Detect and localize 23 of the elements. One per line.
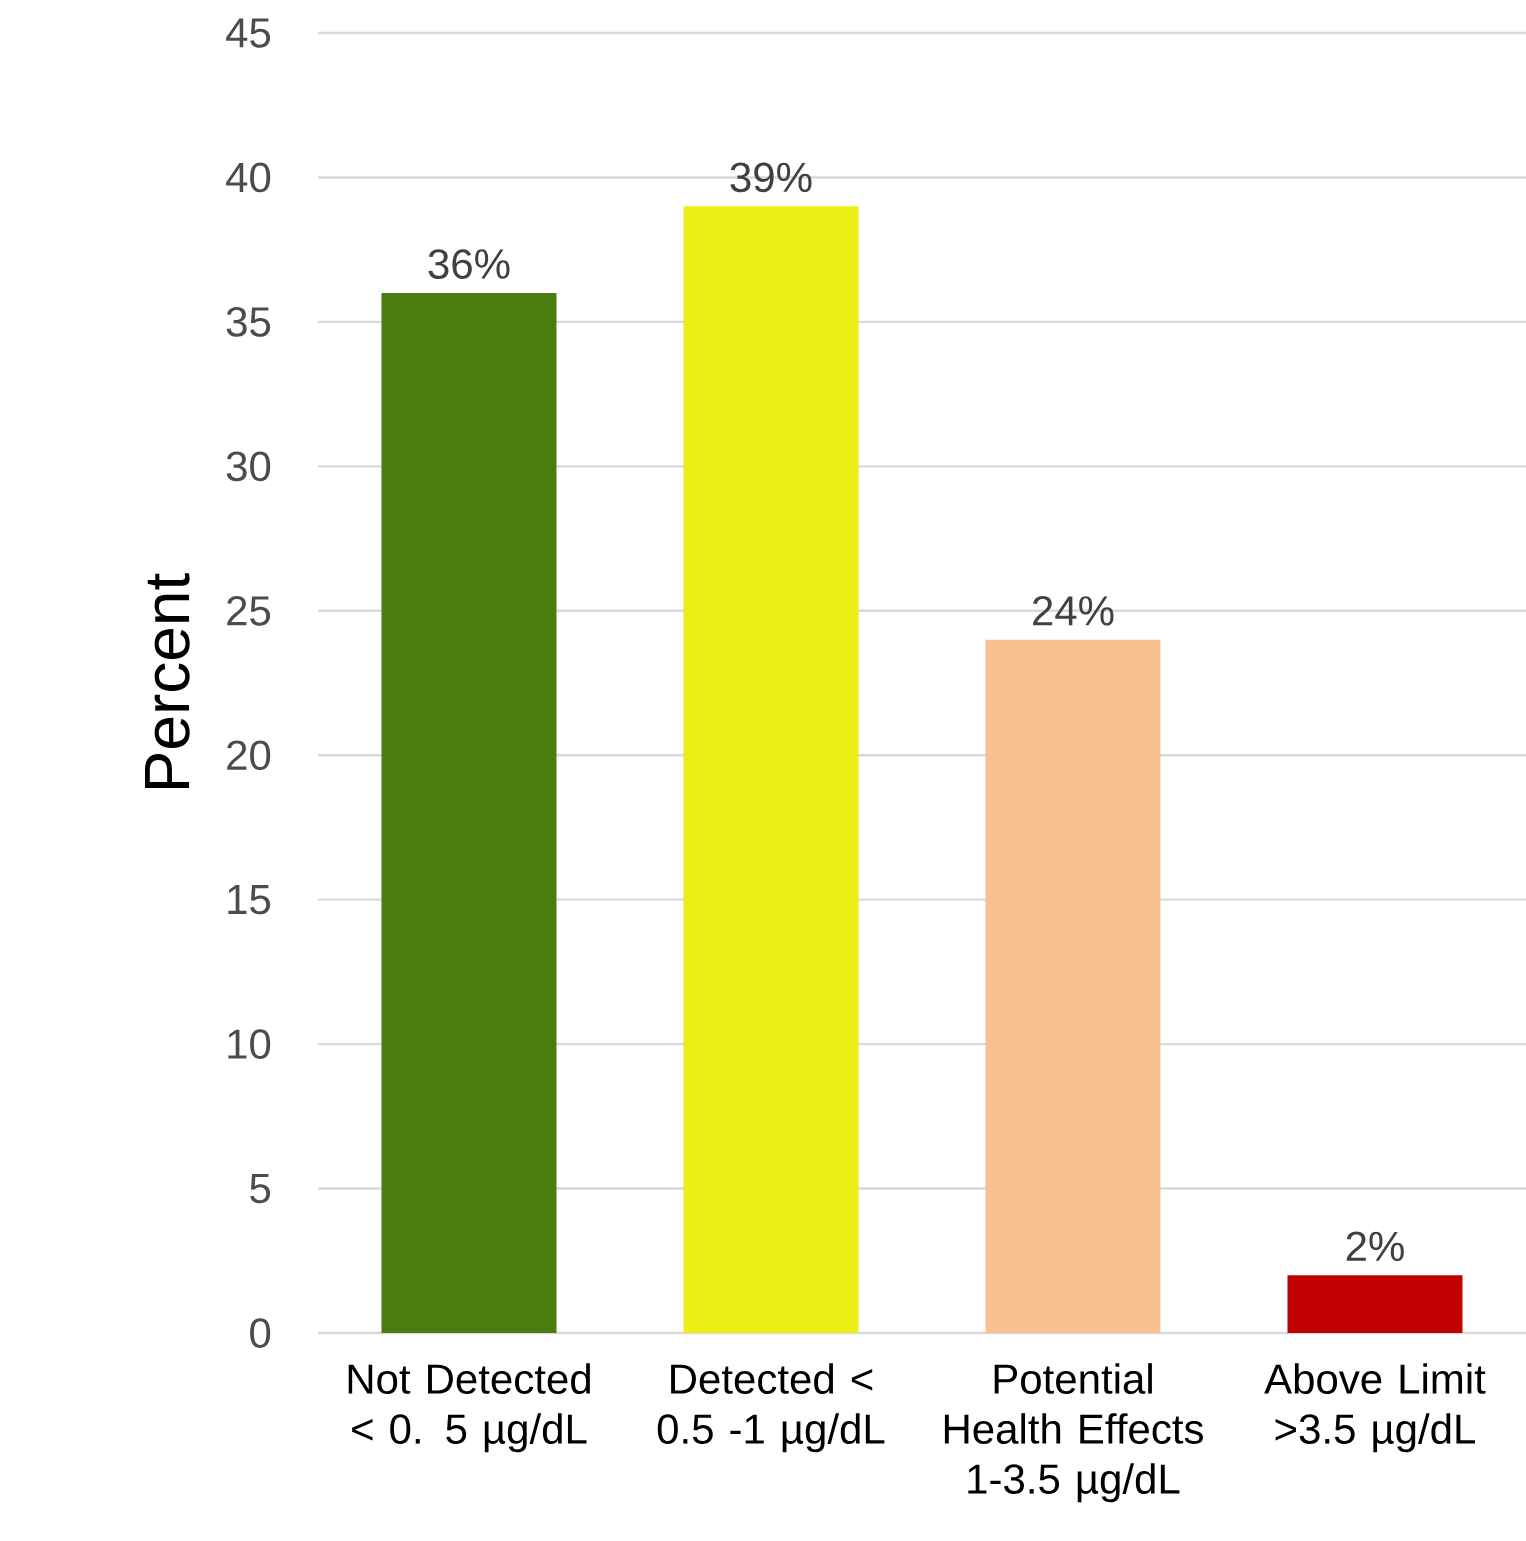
- bar: [1287, 1275, 1463, 1333]
- bar: [381, 293, 557, 1333]
- y-tick-label: 0: [250, 1318, 271, 1348]
- y-tick-label: 45: [226, 18, 271, 48]
- data-label: 2%: [1346, 1231, 1404, 1262]
- y-tick-label: 15: [228, 885, 271, 915]
- x-tick-label: Above Limit >3.5 µg/dL: [1264, 1363, 1486, 1453]
- y-tick-label: 40: [226, 162, 271, 193]
- x-tick-label: Detected < 0.5 -1 µg/dL: [657, 1363, 885, 1453]
- data-label: 24%: [1033, 595, 1114, 626]
- y-tick-label: 5: [250, 1173, 271, 1204]
- bar: [985, 639, 1161, 1333]
- x-tick-label: Potential Health Effects 1-3.5 µg/dL: [944, 1363, 1203, 1503]
- bar: [683, 206, 859, 1333]
- data-label: 39%: [730, 162, 812, 193]
- y-tick-label: 25: [227, 595, 271, 626]
- y-tick-label: 20: [227, 740, 271, 771]
- y-axis-title: Percent: [145, 573, 190, 789]
- data-label: 36%: [428, 249, 510, 279]
- y-tick-label: 35: [226, 307, 271, 337]
- y-tick-label: 30: [226, 451, 271, 482]
- x-tick-label: Not Detected < 0. 5 µg/dL: [348, 1363, 590, 1453]
- y-tick-label: 10: [228, 1029, 271, 1060]
